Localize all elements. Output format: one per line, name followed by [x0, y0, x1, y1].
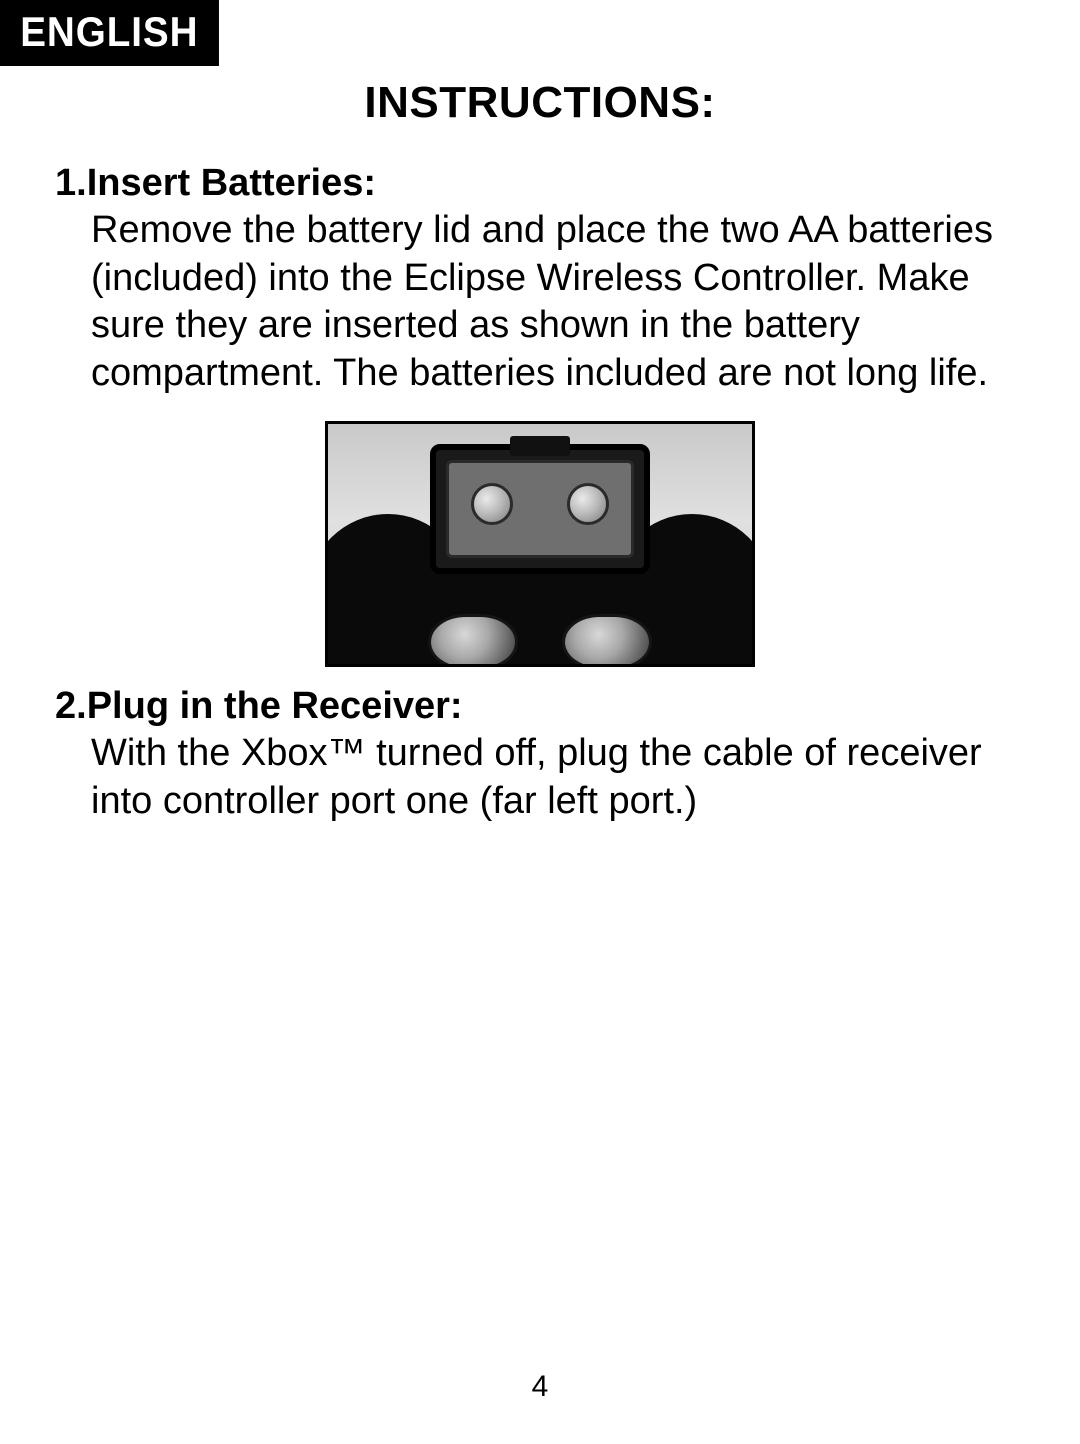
battery-cell-right: [562, 614, 652, 667]
battery-cell-left: [428, 614, 518, 667]
step-2-title: Plug in the Receiver:: [87, 685, 463, 727]
language-tab: ENGLISH: [0, 0, 219, 66]
step-2-number: 2.: [55, 685, 87, 727]
step-1-number: 1.: [55, 162, 87, 204]
step-2-body: With the Xbox™ turned off, plug the cabl…: [55, 730, 1025, 825]
battery-compartment: [430, 444, 650, 574]
step-1-heading: 1.Insert Batteries:: [55, 162, 1025, 205]
battery-terminal-right: [567, 483, 609, 525]
battery-terminal-left: [471, 483, 513, 525]
content-area: INSTRUCTIONS: 1.Insert Batteries: Remove…: [55, 70, 1025, 849]
compartment-inner: [446, 460, 634, 558]
page-title: INSTRUCTIONS:: [55, 78, 1025, 128]
step-1-body: Remove the battery lid and place the two…: [55, 207, 1025, 397]
step-1-title: Insert Batteries:: [87, 162, 376, 204]
step-2-heading: 2.Plug in the Receiver:: [55, 685, 1025, 728]
page-number: 4: [0, 1370, 1080, 1404]
battery-compartment-figure: [325, 421, 755, 667]
manual-page: ENGLISH INSTRUCTIONS: 1.Insert Batteries…: [0, 0, 1080, 1444]
compartment-clip: [510, 436, 570, 456]
figure-wrap: [55, 421, 1025, 667]
